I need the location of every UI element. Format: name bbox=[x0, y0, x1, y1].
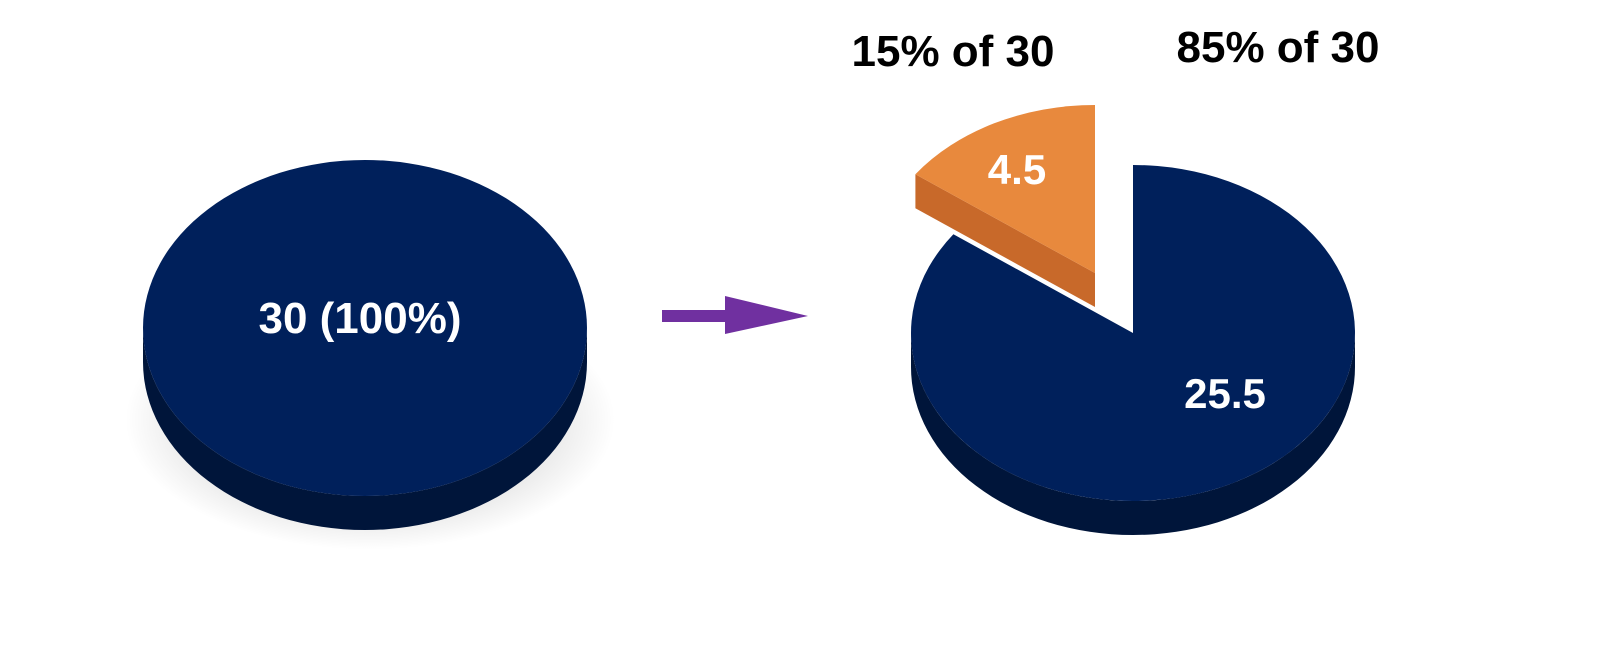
arrow-head bbox=[725, 296, 808, 334]
whole-pie-label: 30 (100%) bbox=[258, 294, 461, 343]
whole-pie-side bbox=[143, 328, 587, 530]
whole-pie-slice bbox=[143, 160, 587, 496]
split-pie: 4.5 25.5 bbox=[911, 105, 1355, 535]
pie-slice-85-side bbox=[911, 333, 1355, 535]
whole-pie: 30 (100%) bbox=[125, 160, 615, 550]
pie-slice-85-label: 25.5 bbox=[1184, 370, 1266, 417]
annotation-15-percent: 15% of 30 bbox=[852, 27, 1055, 76]
annotation-85-percent: 85% of 30 bbox=[1177, 23, 1380, 72]
pie-slice-15-side bbox=[915, 174, 1095, 307]
pie-slice-15-label: 4.5 bbox=[988, 146, 1046, 193]
pie-slice-85 bbox=[911, 165, 1355, 502]
right-arrow bbox=[662, 296, 808, 334]
pie-slice-15 bbox=[915, 105, 1095, 273]
